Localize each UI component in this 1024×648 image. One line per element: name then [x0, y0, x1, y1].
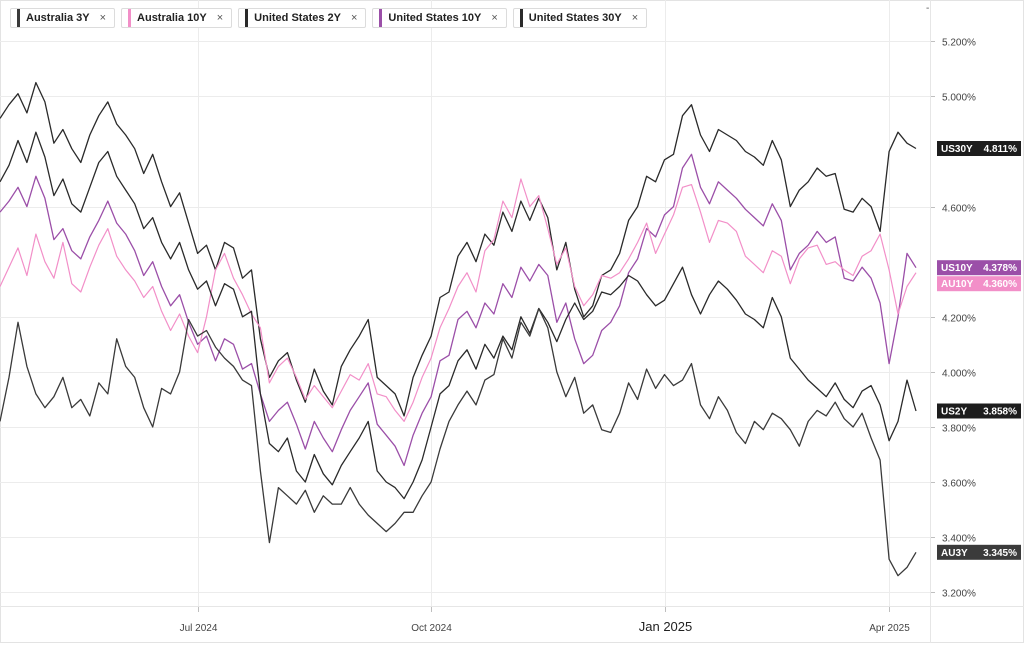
- legend-chip-united-states-10y[interactable]: United States 10Y ×: [372, 8, 507, 28]
- end-label-tag: AU3Y: [941, 548, 968, 559]
- legend-label: United States 10Y: [388, 12, 482, 24]
- series-line-united-states-30y[interactable]: [0, 81, 917, 417]
- end-label-tag: US2Y: [941, 407, 967, 418]
- close-icon[interactable]: ×: [631, 12, 639, 24]
- x-tick-label: Apr 2025: [869, 623, 910, 634]
- end-label-value: 4.811%: [984, 144, 1017, 155]
- legend-swatch: [245, 9, 249, 27]
- y-tick-label: 3.600%: [942, 479, 976, 490]
- end-label-box: [937, 141, 1021, 156]
- legend-swatch: [519, 9, 523, 27]
- end-label-us10y: US10Y 4.378%: [937, 260, 1021, 276]
- y-tick-label: 3.400%: [942, 534, 976, 545]
- legend-swatch: [17, 9, 20, 27]
- y-tick-label: 5.200%: [942, 38, 976, 49]
- y-tick-label: 3.200%: [942, 589, 976, 600]
- legend-swatch: [379, 9, 383, 27]
- end-label-au10y: AU10Y 4.360%: [937, 276, 1021, 292]
- legend-label: Australia 10Y: [137, 12, 207, 24]
- end-label-box: [937, 403, 1021, 419]
- end-label-value: 4.378%: [983, 263, 1017, 274]
- series-line-australia-10y[interactable]: [0, 178, 917, 422]
- end-label-us30y: US30Y 4.811%: [937, 141, 1021, 156]
- y-tick-label: 5.000%: [942, 93, 976, 104]
- legend-chip-australia-3y[interactable]: Australia 3Y ×: [10, 8, 116, 28]
- end-label-tag: AU10Y: [941, 279, 974, 290]
- chart-menu-icon[interactable]: ‐: [926, 3, 930, 14]
- y-tick-label: 4.600%: [942, 204, 976, 215]
- x-tick-label: Oct 2024: [411, 623, 452, 634]
- legend-chip-united-states-2y[interactable]: United States 2Y ×: [238, 8, 367, 28]
- legend-label: United States 30Y: [528, 12, 622, 24]
- end-label-au3y: AU3Y 3.345%: [937, 544, 1021, 560]
- series-line-australia-3y[interactable]: [0, 307, 917, 577]
- legend-label: United States 2Y: [254, 12, 341, 24]
- legend-chip-australia-10y[interactable]: Australia 10Y ×: [121, 8, 233, 28]
- series-line-united-states-2y[interactable]: [0, 131, 917, 500]
- close-icon[interactable]: ×: [350, 12, 358, 24]
- legend-label: Australia 3Y: [26, 12, 90, 24]
- end-label-box: [937, 276, 1021, 292]
- end-label-box: [937, 260, 1021, 276]
- end-label-box: [937, 544, 1021, 560]
- y-tick-label: 4.200%: [942, 314, 976, 325]
- end-label-us2y: US2Y 3.858%: [937, 403, 1021, 419]
- series-line-united-states-10y[interactable]: [0, 153, 917, 467]
- close-icon[interactable]: ×: [216, 12, 224, 24]
- legend-chip-united-states-30y[interactable]: United States 30Y ×: [512, 8, 648, 28]
- x-tick-label: Jul 2024: [180, 623, 218, 634]
- legend: Australia 3Y × Australia 10Y × United States…: [10, 8, 648, 28]
- close-icon[interactable]: ×: [491, 12, 498, 24]
- end-label-tag: US30Y: [941, 144, 973, 155]
- close-icon[interactable]: ×: [99, 12, 107, 24]
- end-label-tag: US10Y: [941, 263, 973, 274]
- y-tick-label: 4.000%: [942, 369, 976, 380]
- end-label-value: 4.360%: [983, 279, 1017, 290]
- end-label-value: 3.345%: [983, 548, 1017, 559]
- y-tick-label: 3.800%: [942, 424, 976, 435]
- legend-swatch: [128, 9, 132, 27]
- end-label-value: 3.858%: [983, 407, 1017, 418]
- x-tick-label: Jan 2025: [639, 619, 693, 634]
